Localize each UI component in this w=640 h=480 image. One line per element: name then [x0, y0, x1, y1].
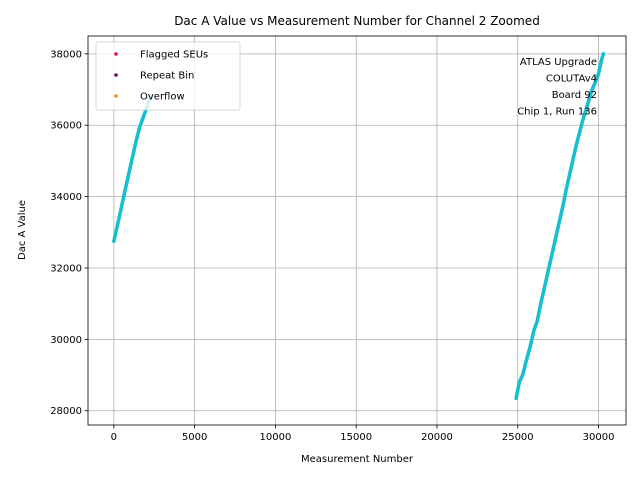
legend-marker — [114, 52, 118, 56]
annotation-line: Chip 1, Run 136 — [517, 107, 597, 118]
y-axis-ticks: 28000 30000 32000 34000 36000 38000 — [50, 49, 88, 417]
plot-frame — [87, 35, 627, 426]
y-tick-label: 34000 — [50, 192, 82, 203]
run-annotation: ATLAS Upgrade COLUTAv4 Board 92 Chip 1, Run… — [517, 57, 597, 118]
legend-label: Flagged SEUs — [140, 50, 208, 61]
legend-label: Overflow — [140, 92, 185, 103]
legend-label: Repeat Bin — [140, 71, 194, 82]
annotation-line: COLUTAv4 — [546, 74, 597, 85]
x-tick-label: 20000 — [421, 432, 453, 443]
chart-title: Dac A Value vs Measurement Number for Ch… — [174, 14, 540, 28]
y-axis-label: Dac A Value — [17, 200, 28, 260]
y-tick-label: 36000 — [50, 121, 82, 132]
y-tick-label: 32000 — [50, 263, 82, 274]
x-tick-label: 30000 — [583, 432, 615, 443]
y-tick-label: 30000 — [50, 335, 82, 346]
x-tick-label: 10000 — [260, 432, 292, 443]
x-tick-label: 15000 — [340, 432, 372, 443]
annotation-line: ATLAS Upgrade — [520, 57, 597, 68]
x-tick-label: 25000 — [502, 432, 534, 443]
y-tick-label: 28000 — [50, 406, 82, 417]
x-axis-label: Measurement Number — [301, 454, 414, 465]
legend-marker — [114, 73, 118, 77]
legend-marker — [114, 94, 118, 98]
annotation-line: Board 92 — [552, 90, 597, 101]
data-point — [601, 52, 606, 56]
legend-box — [95, 41, 241, 111]
grid-lines — [88, 36, 626, 425]
legend: Flagged SEUs Repeat Bin Overflow — [95, 41, 241, 111]
y-tick-label: 38000 — [50, 49, 82, 60]
x-tick-label: 0 — [111, 432, 117, 443]
x-tick-label: 5000 — [182, 432, 207, 443]
x-axis-ticks: 0 5000 10000 15000 20000 25000 30000 — [111, 425, 615, 443]
